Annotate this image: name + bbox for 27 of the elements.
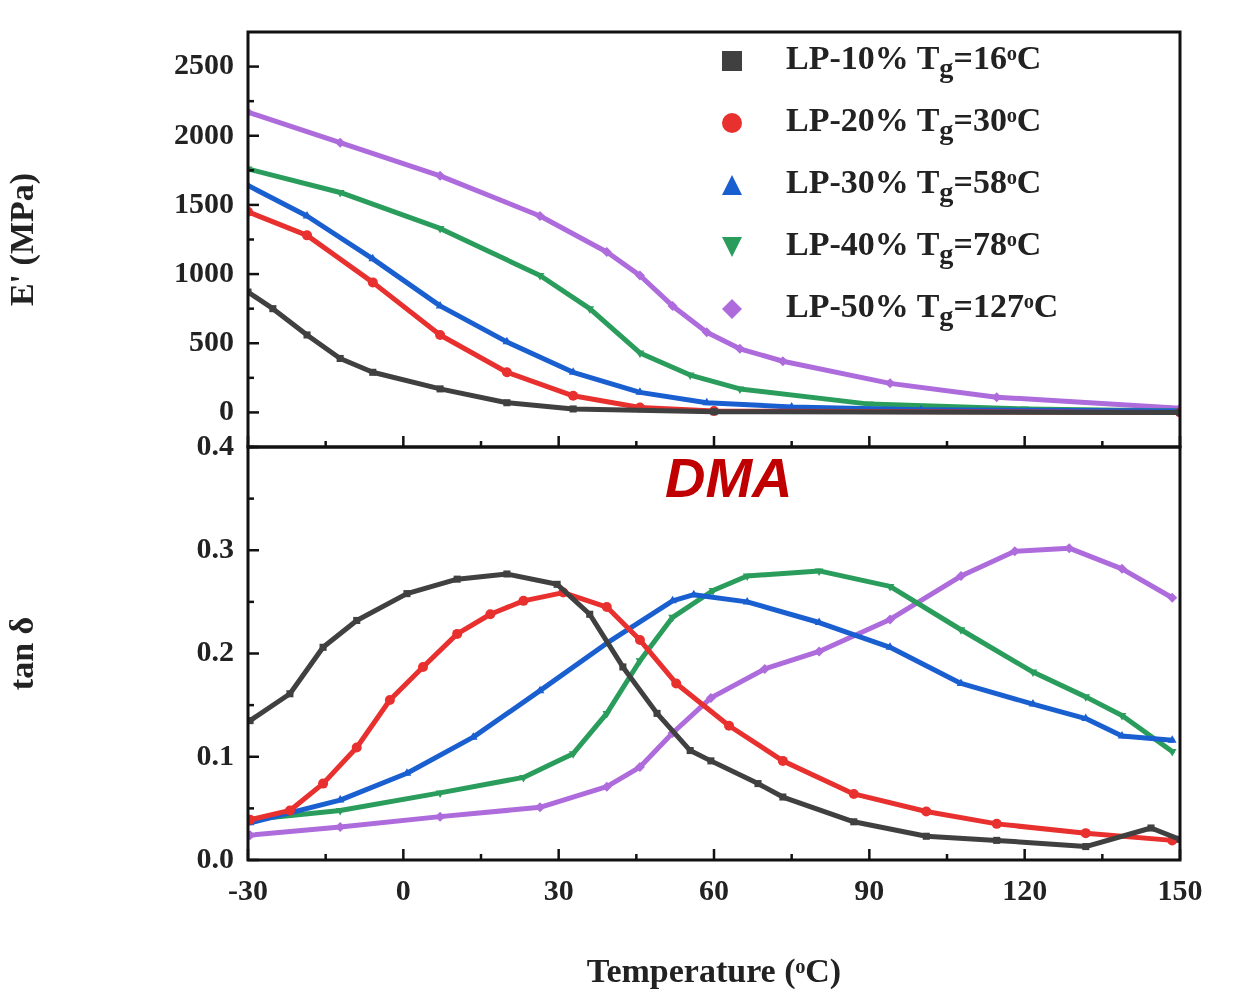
y-tick-label: 0.1 xyxy=(196,737,234,771)
y-tick-label: 0.2 xyxy=(196,634,234,668)
x-tick-label: 120 xyxy=(1002,872,1048,906)
x-tick-label: 0 xyxy=(395,872,411,906)
annotation: DMA xyxy=(665,445,793,510)
x-tick-label: 150 xyxy=(1157,872,1203,906)
y-axis-title: tan δ xyxy=(3,616,41,691)
legend-label: LP-50% T$_{g}$=127ᵒC xyxy=(786,286,1059,332)
y-tick-label: 1500 xyxy=(174,185,234,219)
y-tick-label: 0.0 xyxy=(196,840,234,874)
x-tick-label: 60 xyxy=(699,872,729,906)
y-axis-title: E' (MPa) xyxy=(3,172,42,307)
y-tick-label: 1000 xyxy=(174,254,234,288)
legend-label: LP-40% T$_{g}$=78ᵒC xyxy=(786,224,1042,270)
x-axis-title: Temperature (ᵒC) xyxy=(586,952,842,991)
legend-label: LP-10% T$_{g}$=16ᵒC xyxy=(786,38,1042,84)
y-tick-label: 2500 xyxy=(174,47,234,81)
y-tick-label: 0.4 xyxy=(196,427,234,461)
y-tick-label: 0 xyxy=(219,393,234,427)
legend-label: LP-30% T$_{g}$=58ᵒC xyxy=(786,162,1042,208)
y-tick-label: 0.3 xyxy=(196,531,234,564)
x-tick-label: 30 xyxy=(543,872,574,906)
legend-label: LP-20% T$_{g}$=30ᵒC xyxy=(786,100,1042,146)
x-tick-label: 90 xyxy=(854,872,885,906)
x-tick-label: -30 xyxy=(228,872,268,906)
y-tick-label: 2000 xyxy=(174,116,234,150)
y-tick-label: 500 xyxy=(189,324,234,357)
